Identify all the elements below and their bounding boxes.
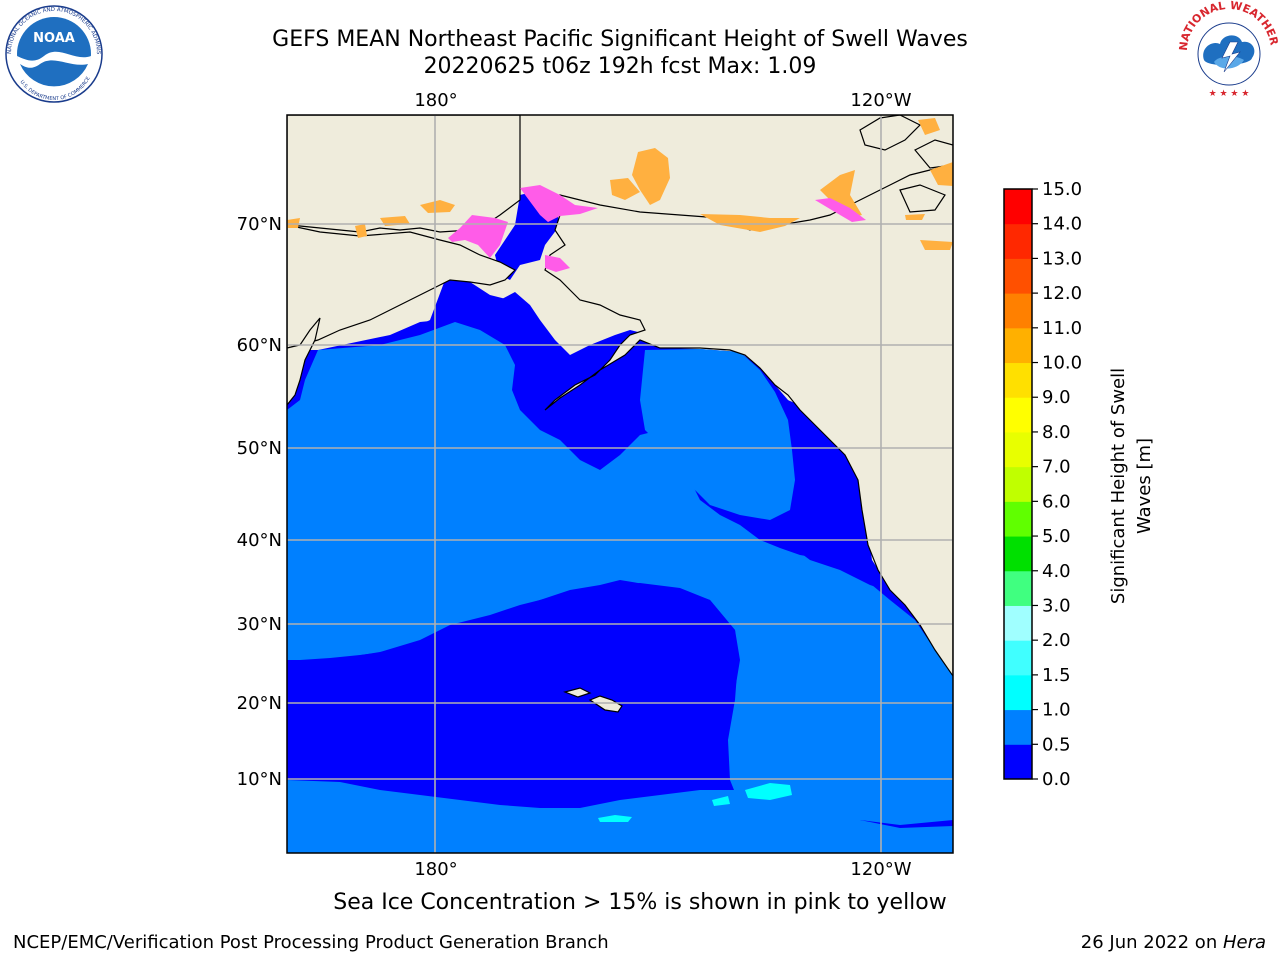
- lon-label-top-180: 180°: [414, 90, 457, 111]
- graticule: [287, 115, 953, 853]
- arctic-island-1: [859, 115, 922, 151]
- colorbar-tick-label: 10.0: [1042, 353, 1082, 374]
- footer-date-text: 26 Jun 2022 on: [1080, 932, 1223, 953]
- colorbar-tick-label: 2.0: [1042, 630, 1071, 651]
- svg-text:★ ★ ★ ★: ★ ★ ★ ★: [1209, 89, 1250, 99]
- colorbar-segment: [1004, 466, 1032, 502]
- ocean-cyan-patches: [598, 783, 792, 822]
- colorbar-segment: [1004, 258, 1032, 294]
- colorbar-segment: [1004, 397, 1032, 433]
- colorbar-tick-label: 5.0: [1042, 526, 1071, 547]
- lat-label-60n: 60°N: [237, 335, 282, 356]
- colorbar-frame: [1003, 188, 1033, 780]
- svg-text:NOAA: NOAA: [33, 31, 75, 46]
- colorbar-tick-label: 4.0: [1042, 561, 1071, 582]
- colorbar-segment: [1004, 536, 1032, 572]
- colorbar-segment: [1004, 431, 1032, 468]
- colorbar-tick-label: 13.0: [1042, 248, 1082, 269]
- colorbar-tick-label: 1.0: [1042, 700, 1071, 721]
- chukotka-land: [287, 224, 516, 349]
- lat-label-10n: 10°N: [237, 769, 282, 790]
- colorbar-segment: [1004, 293, 1032, 329]
- noaa-logo: NOAA NATIONAL OCEANIC AND ATMOSPHERIC AD…: [4, 4, 103, 103]
- lon-label-bottom-120w: 120°W: [850, 859, 911, 880]
- siberia-land: [287, 115, 521, 233]
- colorbar-label-line1: Significant Height of Swell: [1108, 368, 1129, 604]
- colorbar-segment: [1004, 189, 1032, 225]
- colorbar-segment: [1004, 223, 1032, 259]
- colorbar-tick-label: 15.0: [1042, 179, 1082, 200]
- sea-ice-note: Sea Ice Concentration > 15% is shown in …: [333, 890, 947, 915]
- colorbar-segment: [1004, 605, 1032, 641]
- hawaii-islands: [563, 687, 623, 713]
- colorbar-tick-label: 3.0: [1042, 595, 1071, 616]
- nws-logo: NATIONAL WEATHER SERVICE ★ ★ ★ ★: [1178, 0, 1280, 100]
- colorbar-tick-label: 0.0: [1042, 769, 1071, 790]
- kamchatka-tip: [287, 317, 321, 406]
- ocean-low-coast: [775, 395, 900, 595]
- colorbar-segment: [1004, 570, 1032, 606]
- land-outlines: [287, 115, 953, 713]
- map-subtitle: 20220625 t06z 192h fcst Max: 1.09: [423, 54, 817, 79]
- colorbar-tick-label: 12.0: [1042, 283, 1082, 304]
- arctic-island-3: [899, 184, 946, 213]
- lat-label-30n: 30°N: [237, 614, 282, 635]
- lat-label-20n: 20°N: [237, 693, 282, 714]
- arctic-island-2: [914, 139, 953, 169]
- sea-ice: [287, 118, 953, 272]
- colorbar-segment: [1004, 744, 1032, 780]
- lon-label-bottom-180: 180°: [414, 859, 457, 880]
- colorbar-tick-label: 9.0: [1042, 387, 1071, 408]
- ocean-low-central: [287, 583, 738, 800]
- footer-org: NCEP/EMC/Verification Post Processing Pr…: [13, 932, 609, 953]
- colorbar-label-line2: Waves [m]: [1134, 438, 1155, 534]
- lat-label-70n: 70°N: [237, 214, 282, 235]
- map-title: GEFS MEAN Northeast Pacific Significant …: [272, 27, 968, 52]
- colorbar-tick-label: 8.0: [1042, 422, 1071, 443]
- alaska-land: [544, 164, 953, 678]
- colorbar-tick-label: 0.5: [1042, 734, 1071, 755]
- map-area: [287, 115, 953, 853]
- ocean-mid-gulf: [640, 349, 795, 520]
- colorbar-segment: [1004, 501, 1032, 537]
- colorbar-segment: [1004, 640, 1032, 676]
- colorbar-segment: [1004, 674, 1032, 711]
- colorbar-tick-label: 6.0: [1042, 491, 1071, 512]
- colorbar-segment: [1004, 327, 1032, 364]
- lat-label-50n: 50°N: [237, 438, 282, 459]
- colorbar-tick-label: 1.5: [1042, 665, 1071, 686]
- colorbar-tick-label: 11.0: [1042, 318, 1082, 339]
- colorbar-tick-label: 14.0: [1042, 214, 1082, 235]
- map-frame: [286, 114, 954, 854]
- lat-label-40n: 40°N: [237, 530, 282, 551]
- lon-label-top-120w: 120°W: [850, 90, 911, 111]
- footer-date: 26 Jun 2022 on Hera: [1081, 932, 1266, 953]
- colorbar: 0.0 0.5 1.0 1.5 2.0 3.0 4.0 5.0 6.0 7.0 8.0 9.0 10.0…: [1003, 179, 1082, 790]
- colorbar-segment: [1004, 709, 1032, 745]
- colorbar-tick-label: 7.0: [1042, 457, 1071, 478]
- colorbar-segment: [1004, 362, 1032, 398]
- footer-machine: Hera: [1222, 932, 1266, 953]
